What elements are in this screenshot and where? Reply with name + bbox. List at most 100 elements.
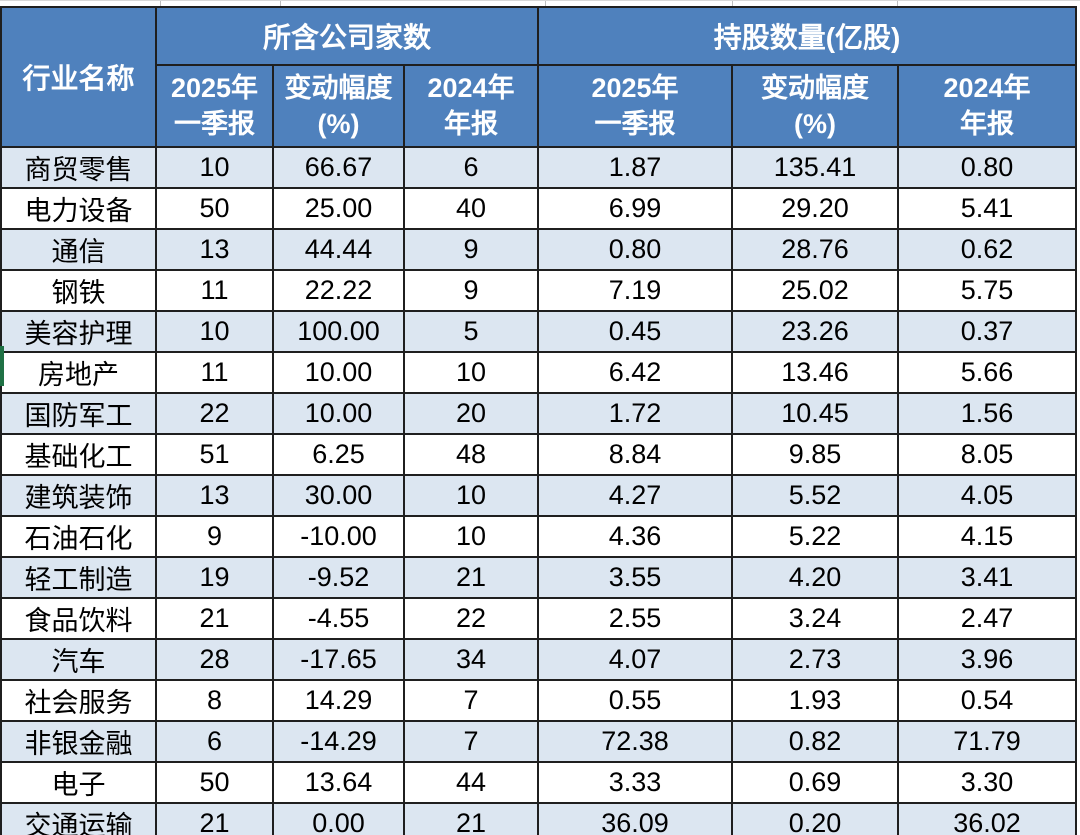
value-cell[interactable]: 13 [155,228,274,271]
value-cell[interactable]: 44 [403,761,539,804]
value-cell[interactable]: 5.66 [896,351,1078,394]
value-cell[interactable]: 0.54 [896,679,1078,722]
value-cell[interactable]: 10 [155,146,274,189]
value-cell[interactable]: 3.96 [896,638,1078,681]
value-cell[interactable]: 5.41 [896,187,1078,230]
value-cell[interactable]: 0.20 [731,802,899,835]
industry-name-cell[interactable]: 建筑装饰 [0,474,157,517]
value-cell[interactable]: 6.42 [537,351,733,394]
value-cell[interactable]: 10 [155,310,274,353]
value-cell[interactable]: 3.33 [537,761,733,804]
sub-header-change-pct-count[interactable]: 变动幅度 (%) [272,64,405,148]
industry-name-cell[interactable]: 基础化工 [0,433,157,476]
value-cell[interactable]: 40 [403,187,539,230]
industry-name-cell[interactable]: 汽车 [0,638,157,681]
value-cell[interactable]: 7 [403,720,539,763]
value-cell[interactable]: 22 [403,597,539,640]
value-cell[interactable]: 2.73 [731,638,899,681]
group-header-shareholding[interactable]: 持股数量(亿股) [536,6,1078,66]
value-cell[interactable]: 25.00 [272,187,405,230]
value-cell[interactable]: 1.93 [731,679,899,722]
value-cell[interactable]: 72.38 [537,720,733,763]
value-cell[interactable]: 9 [155,515,274,558]
corner-header-industry-name[interactable]: 行业名称 [0,6,157,148]
value-cell[interactable]: 0.69 [731,761,899,804]
value-cell[interactable]: -14.29 [272,720,405,763]
value-cell[interactable]: 21 [403,802,539,835]
industry-name-cell[interactable]: 钢铁 [0,269,157,312]
value-cell[interactable]: 51 [155,433,274,476]
value-cell[interactable]: 5.75 [896,269,1078,312]
value-cell[interactable]: 6.25 [272,433,405,476]
value-cell[interactable]: 0.55 [537,679,733,722]
value-cell[interactable]: 14.29 [272,679,405,722]
value-cell[interactable]: 4.07 [537,638,733,681]
value-cell[interactable]: 11 [155,269,274,312]
value-cell[interactable]: 8.84 [537,433,733,476]
value-cell[interactable]: 6.99 [537,187,733,230]
value-cell[interactable]: 5.22 [731,515,899,558]
value-cell[interactable]: 9 [403,228,539,271]
value-cell[interactable]: 7 [403,679,539,722]
value-cell[interactable]: 29.20 [731,187,899,230]
industry-name-cell[interactable]: 交通运输 [0,802,157,835]
value-cell[interactable]: -9.52 [272,556,405,599]
value-cell[interactable]: 36.02 [896,802,1078,835]
industry-name-cell[interactable]: 商贸零售 [0,146,157,189]
value-cell[interactable]: 71.79 [896,720,1078,763]
value-cell[interactable]: 0.62 [896,228,1078,271]
value-cell[interactable]: 0.37 [896,310,1078,353]
value-cell[interactable]: 10 [403,515,539,558]
industry-name-cell[interactable]: 美容护理 [0,310,157,353]
value-cell[interactable]: 9.85 [731,433,899,476]
value-cell[interactable]: 4.27 [537,474,733,517]
value-cell[interactable]: 50 [155,187,274,230]
value-cell[interactable]: 4.20 [731,556,899,599]
value-cell[interactable]: 9 [403,269,539,312]
value-cell[interactable]: 0.80 [896,146,1078,189]
value-cell[interactable]: 6 [155,720,274,763]
value-cell[interactable]: 25.02 [731,269,899,312]
industry-name-cell[interactable]: 电力设备 [0,187,157,230]
sub-header-2024-annual-count[interactable]: 2024年 年报 [403,64,539,148]
value-cell[interactable]: 5 [403,310,539,353]
industry-name-cell[interactable]: 轻工制造 [0,556,157,599]
sub-header-change-pct-shares[interactable]: 变动幅度 (%) [731,64,899,148]
value-cell[interactable]: 36.09 [537,802,733,835]
industry-name-cell[interactable]: 食品饮料 [0,597,157,640]
value-cell[interactable]: 10.00 [272,351,405,394]
value-cell[interactable]: 19 [155,556,274,599]
value-cell[interactable]: 10.00 [272,392,405,435]
value-cell[interactable]: 6 [403,146,539,189]
industry-name-cell[interactable]: 国防军工 [0,392,157,435]
value-cell[interactable]: 5.52 [731,474,899,517]
value-cell[interactable]: 1.56 [896,392,1078,435]
value-cell[interactable]: 2.55 [537,597,733,640]
value-cell[interactable]: 66.67 [272,146,405,189]
value-cell[interactable]: 7.19 [537,269,733,312]
industry-name-cell[interactable]: 石油石化 [0,515,157,558]
value-cell[interactable]: 135.41 [731,146,899,189]
value-cell[interactable]: 22.22 [272,269,405,312]
value-cell[interactable]: 13.46 [731,351,899,394]
value-cell[interactable]: 0.82 [731,720,899,763]
value-cell[interactable]: 44.44 [272,228,405,271]
value-cell[interactable]: 13 [155,474,274,517]
industry-name-cell[interactable]: 电子 [0,761,157,804]
value-cell[interactable]: 3.55 [537,556,733,599]
value-cell[interactable]: 0.80 [537,228,733,271]
value-cell[interactable]: 3.30 [896,761,1078,804]
value-cell[interactable]: 8.05 [896,433,1078,476]
value-cell[interactable]: 4.36 [537,515,733,558]
value-cell[interactable]: 8 [155,679,274,722]
value-cell[interactable]: 10 [403,474,539,517]
value-cell[interactable]: 10.45 [731,392,899,435]
value-cell[interactable]: 1.87 [537,146,733,189]
sub-header-2024-annual-shares[interactable]: 2024年 年报 [896,64,1078,148]
value-cell[interactable]: 4.05 [896,474,1078,517]
value-cell[interactable]: 30.00 [272,474,405,517]
industry-name-cell[interactable]: 通信 [0,228,157,271]
value-cell[interactable]: 48 [403,433,539,476]
value-cell[interactable]: -17.65 [272,638,405,681]
value-cell[interactable]: 21 [403,556,539,599]
